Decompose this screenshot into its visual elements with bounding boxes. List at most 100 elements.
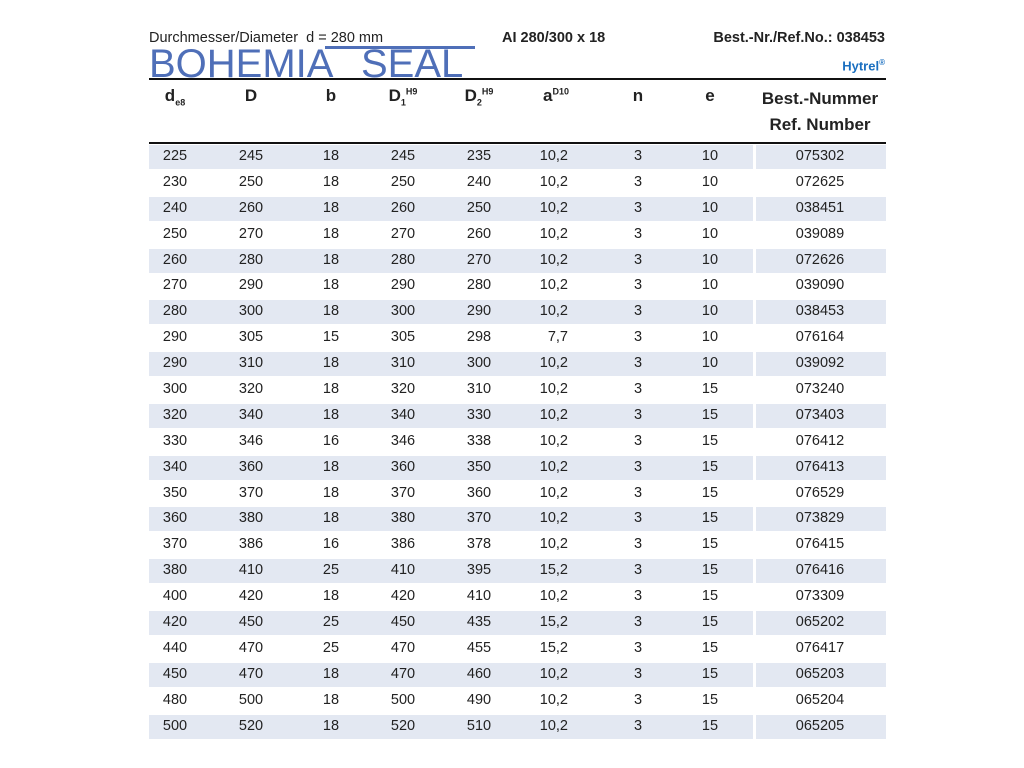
table-cell: 18 <box>322 251 340 268</box>
table-cell: 520 <box>238 717 264 734</box>
table-cell: 10 <box>701 251 719 268</box>
table-cell: 310 <box>466 381 492 398</box>
table-cell: 310 <box>238 355 264 372</box>
table-cell: 3 <box>633 536 643 553</box>
table-cell: 490 <box>466 691 492 708</box>
table-cell: 338 <box>466 432 492 449</box>
ref-header-line1: Best.-Nummer <box>761 89 879 108</box>
row-stripe <box>149 662 753 687</box>
table-row: 290 305 15 305 298 7,7 3 10 076164 <box>149 325 886 351</box>
table-cell: 340 <box>162 458 188 475</box>
table-cell: 3 <box>633 484 643 501</box>
row-stripe <box>756 196 886 221</box>
table-cell: 3 <box>633 665 643 682</box>
table-cell: 290 <box>390 277 416 294</box>
table-cell: 450 <box>390 614 416 631</box>
header-main: n <box>632 86 644 105</box>
table-cell: 300 <box>390 303 416 320</box>
table-cell: 330 <box>162 432 188 449</box>
table-cell: 230 <box>162 173 188 190</box>
table-cell: 3 <box>633 277 643 294</box>
table-cell: 3 <box>633 717 643 734</box>
table-cell: 510 <box>466 717 492 734</box>
table-cell: 370 <box>390 484 416 501</box>
table-cell: 3 <box>633 355 643 372</box>
table-row: 230 250 18 250 240 10,2 3 10 072625 <box>149 170 886 196</box>
table-cell: 3 <box>633 588 643 605</box>
header-sub: e8 <box>175 97 186 108</box>
table-cell: 290 <box>162 329 188 346</box>
table-cell: 10,2 <box>539 277 568 294</box>
table-cell: 290 <box>238 277 264 294</box>
table-row: 420 450 25 450 435 15,2 3 15 065202 <box>149 610 886 636</box>
row-stripe <box>149 611 753 636</box>
table-cell: 320 <box>238 381 264 398</box>
table-cell: 15 <box>701 665 719 682</box>
table-cell: 3 <box>633 639 643 656</box>
table-cell: 270 <box>162 277 188 294</box>
table-row: 350 370 18 370 360 10,2 3 15 076529 <box>149 481 886 507</box>
table-cell: 3 <box>633 406 643 423</box>
table-row: 340 360 18 360 350 10,2 3 15 076413 <box>149 455 886 481</box>
table-cell: 450 <box>162 665 188 682</box>
table-cell: 7,7 <box>547 329 568 346</box>
table-cell: 280 <box>162 303 188 320</box>
table-cell: 10,2 <box>539 406 568 423</box>
header-sub: 2 <box>476 97 482 108</box>
table-cell: 076417 <box>795 639 845 656</box>
row-stripe <box>756 611 886 636</box>
table-cell: 15,2 <box>539 562 568 579</box>
table-cell: 10,2 <box>539 432 568 449</box>
table-row: 320 340 18 340 330 10,2 3 15 073403 <box>149 403 886 429</box>
table-cell: 18 <box>322 665 340 682</box>
table-cell: 260 <box>390 199 416 216</box>
row-stripe <box>149 300 753 325</box>
table-cell: 380 <box>390 510 416 527</box>
table-row: 370 386 16 386 378 10,2 3 15 076415 <box>149 532 886 558</box>
bohemia-seal-logo: BOHEMIA SEAL <box>149 46 475 78</box>
table-cell: 270 <box>390 225 416 242</box>
table-cell: 370 <box>238 484 264 501</box>
table-cell: 3 <box>633 614 643 631</box>
table-cell: 235 <box>466 148 492 164</box>
table-cell: 18 <box>322 381 340 398</box>
table-cell: 3 <box>633 432 643 449</box>
table-cell: 076416 <box>795 562 845 579</box>
table-cell: 360 <box>162 510 188 527</box>
table-cell: 10 <box>701 303 719 320</box>
table-cell: 038453 <box>795 303 845 320</box>
table-cell: 18 <box>322 406 340 423</box>
table-cell: 400 <box>162 588 188 605</box>
table-cell: 10,2 <box>539 225 568 242</box>
column-header: D <box>245 86 257 106</box>
table-cell: 10,2 <box>539 355 568 372</box>
table-cell: 350 <box>162 484 188 501</box>
table-cell: 280 <box>238 251 264 268</box>
table-cell: 076413 <box>795 458 845 475</box>
logo-text-bohemia: BOHEMIA <box>149 46 334 78</box>
table-cell: 470 <box>238 639 264 656</box>
table-cell: 3 <box>633 691 643 708</box>
table-cell: 15 <box>701 458 719 475</box>
header-sup: D10 <box>552 86 569 97</box>
table-cell: 280 <box>466 277 492 294</box>
data-table: 225 245 18 245 235 10,2 3 10 075302 230 250 18 250 24… <box>149 144 886 739</box>
header-sub: 1 <box>400 97 406 108</box>
table-cell: 3 <box>633 562 643 579</box>
table-cell: 290 <box>466 303 492 320</box>
column-header: de8 <box>165 86 185 107</box>
table-cell: 10 <box>701 355 719 372</box>
ref-number-header: Best.-Nummer Ref. Number <box>755 86 885 138</box>
row-stripe <box>149 559 753 584</box>
table-cell: 290 <box>162 355 188 372</box>
table-cell: 305 <box>390 329 416 346</box>
table-cell: 360 <box>466 484 492 501</box>
table-cell: 270 <box>238 225 264 242</box>
table-cell: 386 <box>390 536 416 553</box>
diameter-label: Durchmesser/Diameter d = 280 mm <box>149 30 384 46</box>
row-stripe <box>149 455 753 480</box>
table-cell: 15,2 <box>539 614 568 631</box>
table-cell: 340 <box>238 406 264 423</box>
table-cell: 320 <box>390 381 416 398</box>
header-main: D <box>244 86 258 105</box>
